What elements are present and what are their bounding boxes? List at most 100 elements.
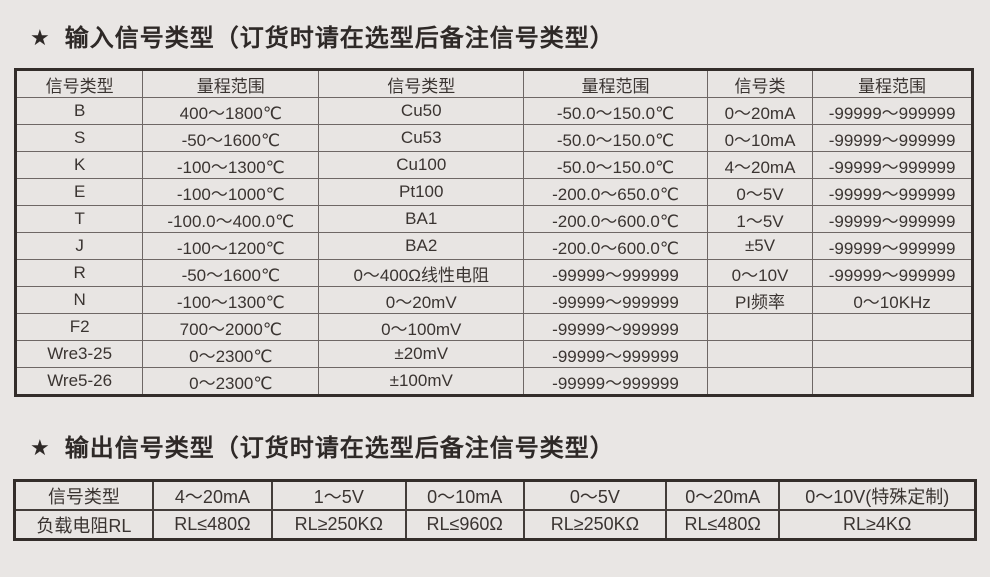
table-cell: 4～20mA: [706, 151, 814, 179]
table-cell: 负载电阻RL: [13, 509, 154, 541]
table-row: B 400～1800℃ Cu50 -50.0～150.0℃ 0～20mA -99999～9…: [14, 97, 973, 125]
table-cell: [706, 367, 814, 396]
column-header: 信号类型: [13, 479, 154, 511]
star-icon: ★: [30, 25, 51, 50]
table-row: T -100.0～400.0℃ BA1 -200.0～600.0℃ 1～5V -99999…: [14, 205, 973, 233]
table-row: E -100～1000℃ Pt100 -200.0～650.0℃ 0～5V -99999～…: [14, 178, 973, 206]
column-header: 0～5V: [522, 479, 668, 511]
table-cell: T: [14, 205, 144, 233]
header-row: 信号类型 量程范围 信号类型 量程范围 信号类 量程范围: [14, 69, 973, 98]
table-row: J -100～1200℃ BA2 -200.0～600.0℃ ±5V -99999～999…: [14, 232, 973, 260]
output-signal-section-title: ★ 输出信号类型（订货时请在选型后备注信号类型）: [30, 428, 615, 463]
table-cell: -50～1600℃: [142, 259, 320, 287]
table-cell: [812, 367, 973, 396]
table-cell: [812, 340, 973, 368]
table-cell: K: [14, 151, 144, 179]
table-row: R -50～1600℃ 0～400Ω线性电阻 -99999～999999 0～10V -9…: [14, 259, 973, 287]
table-cell: -99999～999999: [812, 178, 973, 206]
table-cell: -99999～999999: [812, 97, 973, 125]
column-header: 0～20mA: [665, 479, 781, 511]
table-cell: B: [14, 97, 144, 125]
table-row: K -100～1300℃ Cu100 -50.0～150.0℃ 4～20mA -99999…: [14, 151, 973, 179]
table-cell: -100～1300℃: [142, 151, 320, 179]
table-cell: -200.0～600.0℃: [523, 232, 708, 260]
table-cell: BA2: [318, 232, 525, 260]
table-cell: RL≥250KΩ: [271, 509, 407, 541]
table-cell: -200.0～600.0℃: [523, 205, 708, 233]
table-cell: -100～1000℃: [142, 178, 320, 206]
table-cell: Wre3-25: [14, 340, 144, 368]
table-cell: 0～10KHz: [812, 286, 973, 314]
table-cell: RL≤480Ω: [151, 509, 274, 541]
output-section-title-text: 输出信号类型（订货时请在选型后备注信号类型）: [64, 435, 615, 462]
table-cell: -99999～999999: [812, 259, 973, 287]
table-cell: 0～10mA: [706, 124, 814, 152]
column-header: 信号类型: [14, 69, 144, 98]
table-cell: -100～1300℃: [142, 286, 320, 314]
table-row: 负载电阻RL RL≤480Ω RL≥250KΩ RL≤960Ω RL≥250KΩ RL≤4…: [13, 509, 977, 541]
table-row: Wre3-25 0～2300℃ ±20mV -99999～999999: [14, 340, 973, 368]
table-cell: N: [14, 286, 144, 314]
table-cell: ±5V: [706, 232, 814, 260]
table-cell: -200.0～650.0℃: [523, 178, 708, 206]
table-row: Wre5-26 0～2300℃ ±100mV -99999～999999: [14, 367, 973, 396]
table-cell: -100～1200℃: [142, 232, 320, 260]
column-header: 信号类型: [318, 69, 525, 98]
table-cell: S: [14, 124, 144, 152]
table-cell: J: [14, 232, 144, 260]
table-cell: 0～100mV: [318, 313, 525, 341]
table-cell: R: [14, 259, 144, 287]
table-cell: -50.0～150.0℃: [523, 124, 708, 152]
table-cell: Cu100: [318, 151, 525, 179]
table-row: F2 700～2000℃ 0～100mV -99999～999999: [14, 313, 973, 341]
column-header: 0～10mA: [404, 479, 525, 511]
table-cell: [706, 340, 814, 368]
table-cell: -50.0～150.0℃: [523, 97, 708, 125]
input-section-title-text: 输入信号类型（订货时请在选型后备注信号类型）: [64, 25, 615, 52]
table-cell: -99999～999999: [812, 205, 973, 233]
table-cell: RL≥4KΩ: [778, 509, 977, 541]
table-cell: ±100mV: [318, 367, 525, 396]
column-header: 1～5V: [271, 479, 407, 511]
column-header: 信号类: [706, 69, 814, 98]
table-cell: 700～2000℃: [142, 313, 320, 341]
table-cell: -99999～999999: [523, 286, 708, 314]
table-cell: -50.0～150.0℃: [523, 151, 708, 179]
output-signal-table: 信号类型 4～20mA 1～5V 0～10mA 0～5V 0～20mA 0～10V(特殊定制…: [13, 479, 977, 541]
table-cell: -50～1600℃: [142, 124, 320, 152]
table-cell: [812, 313, 973, 341]
table-cell: 0～400Ω线性电阻: [318, 259, 525, 287]
table-cell: Cu50: [318, 97, 525, 125]
table-cell: RL≤960Ω: [404, 509, 525, 541]
table-cell: 0～10V: [706, 259, 814, 287]
table-row: S -50～1600℃ Cu53 -50.0～150.0℃ 0～10mA -99999～9…: [14, 124, 973, 152]
header-row: 信号类型 4～20mA 1～5V 0～10mA 0～5V 0～20mA 0～10V(特殊定制…: [13, 479, 977, 511]
table-cell: ±20mV: [318, 340, 525, 368]
column-header: 0～10V(特殊定制): [778, 479, 977, 511]
column-header: 量程范围: [523, 69, 708, 98]
input-signal-table: 信号类型 量程范围 信号类型 量程范围 信号类 量程范围 B 400～1800℃ Cu50 -50…: [14, 68, 974, 397]
table-cell: PI频率: [706, 286, 814, 314]
table-cell: RL≤480Ω: [665, 509, 781, 541]
table-cell: 1～5V: [706, 205, 814, 233]
table-cell: RL≥250KΩ: [522, 509, 668, 541]
column-header: 量程范围: [142, 69, 320, 98]
table-cell: Wre5-26: [14, 367, 144, 396]
column-header: 量程范围: [812, 69, 973, 98]
table-cell: 0～20mA: [706, 97, 814, 125]
table-cell: E: [14, 178, 144, 206]
table-cell: Pt100: [318, 178, 525, 206]
table-cell: -99999～999999: [523, 340, 708, 368]
table-cell: -99999～999999: [812, 124, 973, 152]
table-cell: F2: [14, 313, 144, 341]
table-cell: 0～2300℃: [142, 340, 320, 368]
table-row: N -100～1300℃ 0～20mV -99999～999999 PI频率 0～10KH…: [14, 286, 973, 314]
table-cell: Cu53: [318, 124, 525, 152]
input-signal-section-title: ★ 输入信号类型（订货时请在选型后备注信号类型）: [30, 18, 615, 53]
table-cell: -99999～999999: [523, 367, 708, 396]
table-cell: 0～20mV: [318, 286, 525, 314]
table-cell: -99999～999999: [812, 232, 973, 260]
table-cell: 0～5V: [706, 178, 814, 206]
table-cell: [706, 313, 814, 341]
